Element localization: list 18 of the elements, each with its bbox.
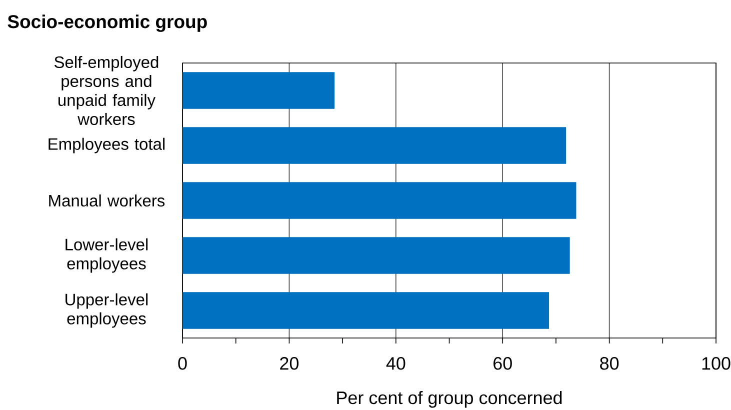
y-axis-title: Socio-economic group: [8, 14, 207, 32]
y-tick-label: Upper-level employees: [66, 293, 148, 328]
y-tick-label: Self-employed persons and unpaid family workers: [54, 56, 158, 126]
bar: [182, 72, 335, 109]
bar: [182, 127, 566, 164]
x-tick-label: 100: [702, 357, 730, 370]
y-tick-label: Employees total: [48, 138, 165, 154]
bar: [182, 292, 550, 329]
x-tick-label: 60: [494, 357, 512, 370]
bar: [182, 182, 576, 219]
bar: [182, 237, 570, 274]
x-axis-title: Per cent of group concerned: [337, 390, 562, 408]
x-tick-label: 80: [600, 357, 619, 370]
y-tick-label: Manual workers: [49, 194, 165, 207]
x-tick-label: 40: [386, 357, 406, 370]
x-tick-label: 20: [280, 357, 299, 370]
y-tick-label: Lower-level employees: [66, 238, 148, 273]
x-tick-label: 0: [178, 357, 187, 370]
